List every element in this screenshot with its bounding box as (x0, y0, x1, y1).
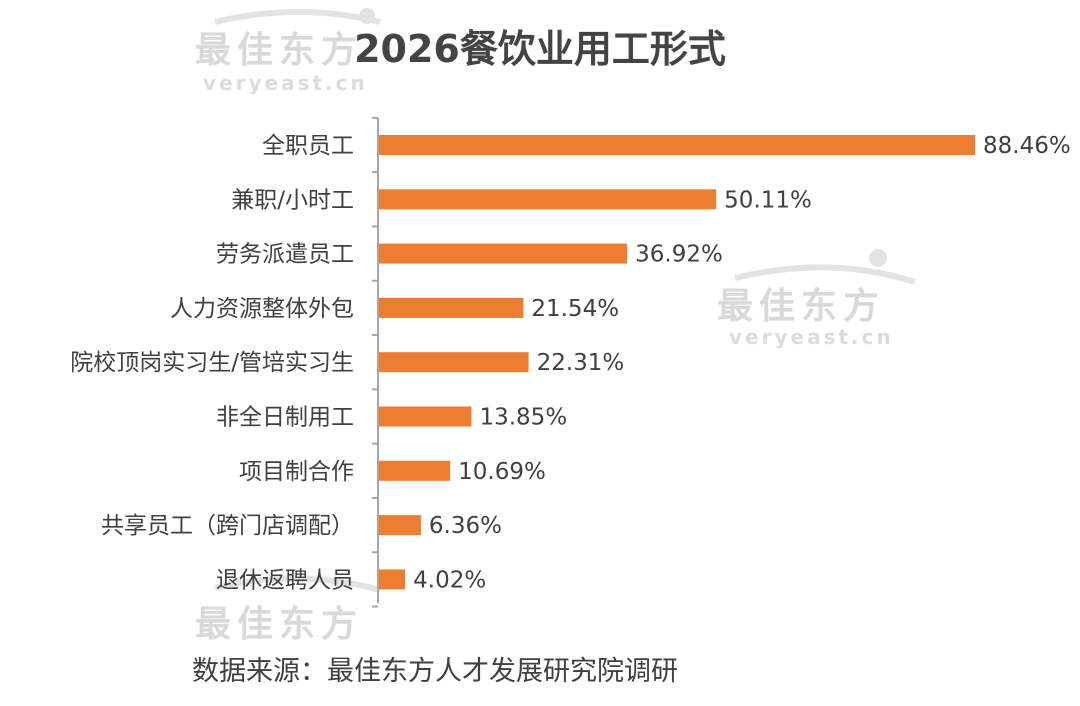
source-note: 数据来源：最佳东方人才发展研究院调研 (192, 656, 678, 687)
watermark-dot-icon (869, 249, 887, 267)
data-label: 10.69% (458, 459, 546, 485)
watermark-bottom: 最佳东方 (195, 575, 381, 645)
watermark-swoosh-icon (214, 9, 381, 25)
chart-title: 2026餐饮业用工形式 (354, 27, 726, 71)
category-labels: 全职员工兼职/小时工劳务派遣员工人力资源整体外包院校顶岗实习生/管培实习生非全日… (70, 133, 354, 593)
watermark-swoosh-icon (214, 575, 381, 593)
y-axis-ticks (372, 116, 378, 608)
value-labels: 88.46% 50.11% 36.92% 21.54% 22.31% 13.85% 10.6… (413, 133, 1071, 593)
watermark-swoosh-icon (734, 264, 916, 285)
bar (379, 569, 406, 590)
bar (379, 189, 717, 210)
watermark-site: veryeast.cn (729, 325, 894, 349)
data-label: 6.36% (429, 513, 502, 539)
category-label: 全职员工 (262, 133, 354, 159)
category-label: 院校顶岗实习生/管培实习生 (70, 350, 354, 376)
bar (379, 460, 451, 481)
data-label: 36.92% (635, 242, 723, 268)
category-label: 人力资源整体外包 (170, 296, 354, 322)
bar (379, 297, 524, 318)
data-label: 50.11% (724, 187, 812, 213)
watermark-brand: 最佳东方 (717, 286, 885, 327)
bar (379, 406, 472, 427)
watermark-dot-icon (359, 8, 375, 24)
watermark-top: 最佳东方 veryeast.cn (195, 8, 381, 95)
data-label: 22.31% (537, 350, 625, 376)
data-label: 88.46% (983, 133, 1071, 159)
watermark-site: veryeast.cn (203, 71, 368, 95)
watermark-middle: 最佳东方 veryeast.cn (717, 249, 916, 349)
category-label: 兼职/小时工 (231, 187, 354, 213)
bar (379, 515, 421, 536)
bar (379, 135, 975, 155)
category-label: 劳务派遣员工 (216, 242, 354, 268)
category-label: 项目制合作 (239, 459, 354, 485)
data-label: 13.85% (479, 405, 567, 431)
category-label: 共享员工（跨门店调配） (101, 513, 354, 539)
category-label: 退休返聘人员 (216, 567, 354, 593)
watermark-brand: 最佳东方 (195, 604, 363, 645)
bar (379, 352, 529, 373)
bars (379, 135, 975, 590)
bar (379, 243, 628, 264)
data-label: 4.02% (413, 567, 486, 593)
watermark-brand: 最佳东方 (195, 30, 363, 71)
category-label: 非全日制用工 (216, 405, 354, 431)
data-label: 21.54% (531, 296, 619, 322)
